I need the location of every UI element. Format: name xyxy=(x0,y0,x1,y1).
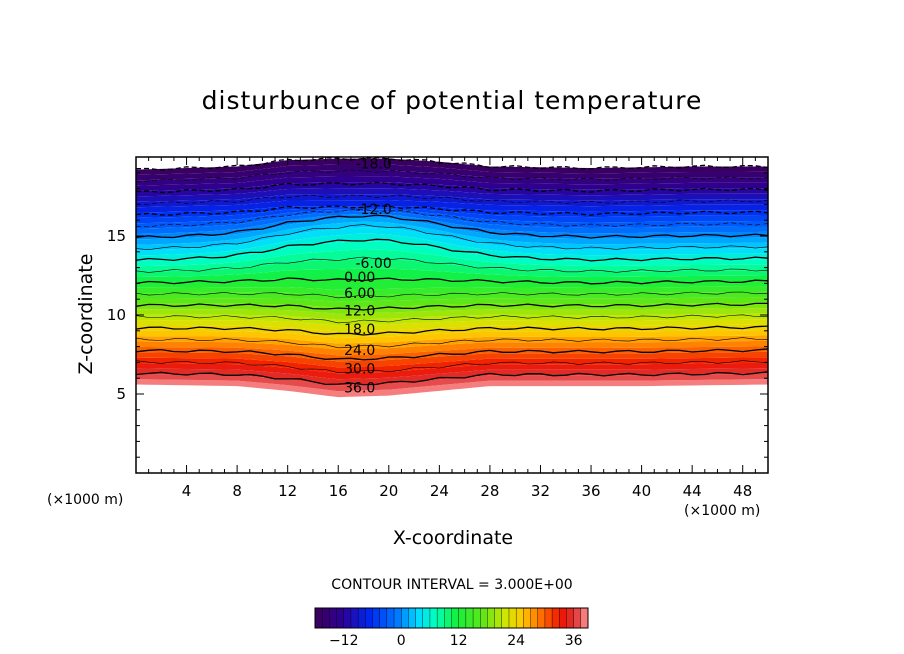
y-tick-label: 15 xyxy=(107,227,126,245)
colorbar-swatch xyxy=(393,607,402,629)
contour-label: -18.0 xyxy=(356,156,392,172)
colorbar-swatch xyxy=(523,607,532,629)
contour-line xyxy=(135,314,769,324)
colorbar-swatch xyxy=(458,607,467,629)
contour-line xyxy=(135,214,769,239)
colorbar-swatch xyxy=(444,607,453,629)
contour-line xyxy=(135,325,769,336)
x-tick-label: 8 xyxy=(232,482,242,500)
contour-line xyxy=(135,238,769,262)
colorbar-swatch xyxy=(415,607,424,629)
colorbar-tick-label: 36 xyxy=(565,633,583,649)
x-tick-label: 36 xyxy=(581,482,600,500)
colorbar-swatch xyxy=(494,607,503,629)
contour-label: 36.0 xyxy=(344,381,375,397)
colorbar-swatch xyxy=(329,607,338,629)
colorbar-swatch xyxy=(515,607,524,629)
colorbar-swatch xyxy=(429,607,438,629)
colorbar-swatch xyxy=(401,607,409,629)
contour-label: 0.00 xyxy=(344,270,375,286)
colorbar-frame xyxy=(314,607,589,629)
colorbar-swatch xyxy=(465,607,474,629)
colorbar-swatch xyxy=(422,607,431,629)
contour-line xyxy=(135,156,769,171)
x-tick-label: 12 xyxy=(278,482,297,500)
contour-line xyxy=(135,169,769,183)
colorbar-tick-label: 24 xyxy=(507,633,525,649)
colorbar-swatch xyxy=(508,607,517,629)
x-tick-label: 4 xyxy=(182,482,192,500)
colorbar-swatch xyxy=(472,607,481,629)
x-tick-label: 48 xyxy=(733,482,752,500)
contour-fill xyxy=(136,158,768,398)
x-tick-label: 20 xyxy=(379,482,398,500)
colorbar-tick-label: 0 xyxy=(397,633,406,649)
x-unit-label-right: (×1000 m) xyxy=(684,503,761,519)
contour-line xyxy=(135,337,769,349)
colorbar-swatch xyxy=(350,607,359,629)
contour-label: -12.0 xyxy=(356,202,392,218)
contour-line xyxy=(135,277,769,285)
y-tick-label: 10 xyxy=(107,306,126,324)
contour-line xyxy=(135,204,769,216)
chart-title: disturbunce of potential temperature xyxy=(201,86,703,115)
contour-line xyxy=(135,194,769,205)
x-tick-label: 44 xyxy=(683,482,702,500)
x-axis-title: X-coordinate xyxy=(392,527,514,549)
x-tick-label: 28 xyxy=(480,482,499,500)
contour-label: -6.00 xyxy=(356,256,392,272)
colorbar-swatch xyxy=(372,607,381,629)
colorbar-swatch xyxy=(559,607,567,629)
colorbar-swatch xyxy=(551,607,560,629)
contour-label: 12.0 xyxy=(344,303,375,319)
contour-label: 6.00 xyxy=(344,286,375,302)
colorbar-swatch xyxy=(580,607,589,629)
contour-line xyxy=(135,224,769,251)
colorbar-swatch xyxy=(544,607,553,629)
contour-interval-label: CONTOUR INTERVAL = 3.000E+00 xyxy=(331,577,573,593)
colorbar-swatch xyxy=(365,607,373,629)
colorbar-swatch xyxy=(566,607,575,629)
colorbar: −12 0 12 24 36 xyxy=(314,607,589,649)
colorbar-tick-label: 12 xyxy=(450,633,468,649)
colorbar-swatch xyxy=(314,607,323,629)
y-axis-title: Z-coordinate xyxy=(75,253,97,375)
contour-line xyxy=(135,291,769,299)
contour-label: 18.0 xyxy=(344,322,375,338)
colorbar-swatch xyxy=(530,607,539,629)
contour-line xyxy=(135,371,769,386)
colorbar-swatch xyxy=(386,607,395,629)
colorbar-swatch xyxy=(501,607,510,629)
contour-line xyxy=(135,348,769,361)
colorbar-swatch xyxy=(436,607,445,629)
x-unit-label: (×1000 m) xyxy=(47,492,124,508)
contour-line xyxy=(135,208,769,228)
contour-line xyxy=(135,302,768,311)
colorbar-swatch xyxy=(336,607,345,629)
colorbar-swatch xyxy=(451,607,460,629)
colorbar-swatch xyxy=(573,607,582,629)
colorbar-tick-label: −12 xyxy=(329,633,359,649)
colorbar-swatch xyxy=(379,607,388,629)
x-tick-label: 40 xyxy=(632,482,651,500)
x-tick-label: 32 xyxy=(531,482,550,500)
colorbar-swatch xyxy=(321,607,330,629)
x-tick-label: 16 xyxy=(329,482,348,500)
colorbar-swatch xyxy=(537,607,546,629)
contour-label: 30.0 xyxy=(344,362,375,378)
contour-line xyxy=(135,360,769,373)
contour-label: 24.0 xyxy=(344,343,375,359)
y-tick-label: 5 xyxy=(116,385,126,403)
colorbar-swatch xyxy=(343,607,352,629)
contour-lines xyxy=(135,156,769,386)
colorbar-swatch xyxy=(408,607,417,629)
colorbar-swatch xyxy=(357,607,366,629)
x-tick-label: 24 xyxy=(430,482,449,500)
colorbar-swatch xyxy=(480,607,488,629)
colorbar-swatch xyxy=(487,607,496,629)
contour-line xyxy=(135,256,769,273)
contour-line xyxy=(135,181,769,194)
